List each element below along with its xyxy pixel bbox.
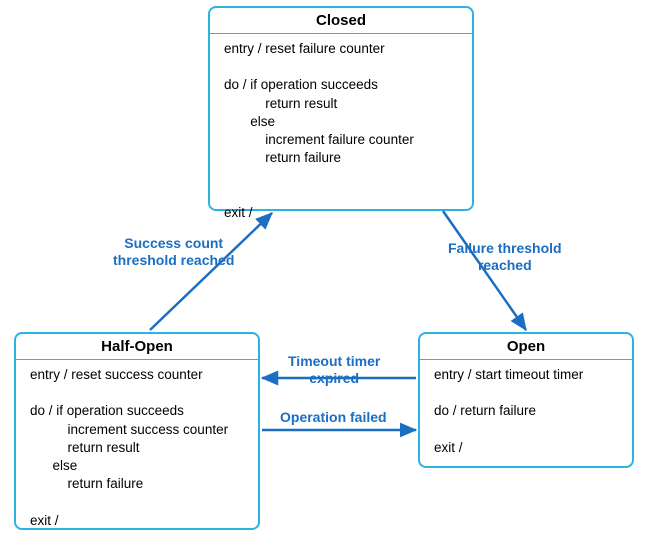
circuit-breaker-state-diagram: { "diagram": { "type": "state-machine", … [0, 0, 651, 539]
edge-label-timeout-expired: Timeout timer expired [288, 353, 380, 387]
state-half-open-body: entry / reset success counter do / if op… [16, 360, 258, 538]
edge-label-operation-failed: Operation failed [280, 409, 387, 426]
state-closed: Closed entry / reset failure counter do … [208, 6, 474, 211]
state-closed-body: entry / reset failure counter do / if op… [210, 34, 472, 230]
state-open: Open entry / start timeout timer do / re… [418, 332, 634, 468]
state-open-body: entry / start timeout timer do / return … [420, 360, 632, 465]
state-half-open: Half-Open entry / reset success counter … [14, 332, 260, 530]
edge-halfopen-to-closed [150, 213, 272, 330]
state-open-title: Open [420, 334, 632, 360]
edge-label-success-threshold: Success count threshold reached [113, 235, 234, 269]
state-closed-title: Closed [210, 8, 472, 34]
edge-label-failure-threshold: Failure threshold reached [448, 240, 562, 274]
state-half-open-title: Half-Open [16, 334, 258, 360]
